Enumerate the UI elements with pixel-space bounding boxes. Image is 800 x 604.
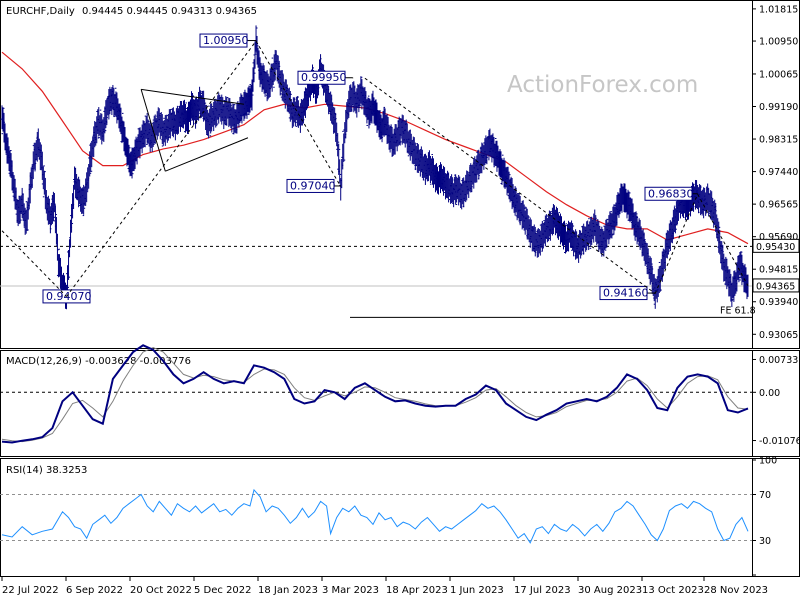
- date-tick-label: 13 Oct 2023: [642, 585, 704, 596]
- annotation-box: [599, 286, 648, 301]
- macd-signal-line: [1, 346, 749, 443]
- annotation-label: 0.99950: [301, 71, 347, 84]
- price-plot: 1.01815 1.00950 1.00065 0.99190 0.98315 0.974…: [0, 4, 800, 341]
- date-tick-label: 18 Apr 2023: [386, 585, 448, 596]
- price-tick-label: 0.98315: [759, 135, 798, 146]
- rsi-axis-frame: [752, 458, 800, 577]
- rsi-plot: 100 70 30: [0, 456, 777, 576]
- date-tick-label: 18 Jan 2023: [258, 585, 318, 596]
- date-tick-label: 6 Sep 2022: [66, 585, 123, 596]
- price-tick-label: 0.95690: [759, 232, 798, 243]
- rsi-pane-title: RSI(14) 38.3253: [6, 465, 87, 476]
- price-tick-label: 1.00065: [759, 69, 798, 80]
- date-axis: 22 Jul 2022 6 Sep 2022 20 Oct 2022 5 Dec 20…: [1, 577, 768, 596]
- price-tick-label: 1.00950: [759, 37, 798, 48]
- trend-line: [140, 89, 166, 172]
- date-tick-label: 1 Jun 2023: [450, 585, 504, 596]
- annotation-label: 1.00950: [203, 34, 249, 47]
- price-tick-label: 0.93065: [759, 330, 798, 341]
- fe-label: FE 61.8: [720, 305, 756, 316]
- date-tick-label: 30 Aug 2023: [578, 585, 642, 596]
- macd-tick-label: 0.00: [759, 388, 780, 399]
- date-tick-label: 28 Nov 2023: [704, 585, 768, 596]
- watermark: ActionForex.com: [507, 72, 698, 98]
- trend-line: [66, 40, 257, 297]
- annotation-box: [297, 70, 346, 85]
- trend-line: [141, 88, 245, 105]
- annotation-label: 0.96830: [648, 187, 694, 200]
- date-tick-label: 5 Dec 2022: [194, 585, 252, 596]
- price-tick-label: 1.01815: [759, 4, 798, 15]
- rsi-tick-label: 70: [759, 490, 771, 501]
- macd-line: [1, 344, 749, 444]
- ohlc-readout: 0.94445 0.94445 0.94313 0.94365: [82, 6, 257, 17]
- trend-line: [255, 40, 342, 187]
- current-price-badge: [752, 278, 800, 293]
- symbol-label: EURCHF,Daily: [6, 6, 75, 17]
- level-line-badge: [752, 238, 800, 253]
- macd-tick-label: 0.00733: [759, 355, 798, 366]
- rsi-tick-label: 100: [759, 456, 777, 467]
- date-tick-label: 20 Oct 2022: [130, 585, 192, 596]
- annotation-label: 0.94070: [46, 290, 92, 303]
- annotation-box: [286, 178, 335, 193]
- annotation-label: 0.97040: [290, 179, 336, 192]
- level-line-label: 0.95430: [756, 242, 795, 253]
- date-tick-label: 3 Mar 2023: [322, 585, 379, 596]
- rsi-line: [1, 488, 749, 544]
- annotation-box: [199, 33, 248, 48]
- annotation-box: [644, 186, 693, 201]
- trend-line: [165, 137, 249, 172]
- rsi-tick-label: 30: [759, 536, 771, 547]
- price-tick-label: 0.96565: [759, 200, 798, 211]
- price-tick-label: 0.97440: [759, 167, 798, 178]
- macd-pane-title: MACD(12,26,9) -0.003628 -0.003776: [6, 356, 191, 367]
- date-tick-label: 22 Jul 2022: [2, 585, 59, 596]
- price-tick-label: 0.93940: [759, 297, 798, 308]
- price-pane-title: EURCHF,Daily 0.94445 0.94445 0.94313 0.9…: [6, 6, 257, 17]
- macd-plot: 0.00733 0.00 -0.010769: [0, 344, 800, 447]
- trend-line: [364, 77, 656, 294]
- price-tick-label: 0.99190: [759, 102, 798, 113]
- price-tick-label: 0.94815: [759, 265, 798, 276]
- annotation-label: 0.94160: [603, 287, 649, 300]
- macd-tick-label: -0.010769: [759, 436, 800, 447]
- current-price-label: 0.94365: [756, 281, 795, 292]
- date-tick-label: 17 Jul 2023: [514, 585, 571, 596]
